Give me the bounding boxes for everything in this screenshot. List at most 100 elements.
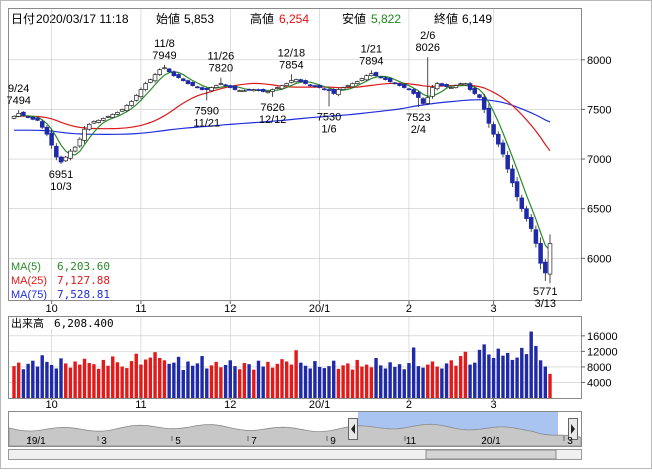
volume-bar bbox=[68, 367, 73, 398]
candle-body bbox=[143, 83, 148, 90]
volume-bar bbox=[228, 360, 232, 398]
volume-bar bbox=[515, 357, 519, 398]
navigator-left-handle[interactable] bbox=[348, 418, 358, 440]
volume-bar bbox=[491, 357, 496, 398]
annotation-label: 7494 bbox=[6, 95, 30, 107]
candle-body bbox=[322, 88, 327, 91]
candle-body bbox=[199, 87, 205, 90]
volume-value: 6,208.400 bbox=[54, 317, 114, 330]
candle-body bbox=[547, 243, 553, 275]
volume-bar bbox=[158, 357, 162, 398]
candle-body bbox=[21, 111, 26, 116]
low-value: 5,822 bbox=[371, 12, 401, 26]
volume-bar bbox=[538, 360, 543, 398]
price-tick-label: 6500 bbox=[587, 204, 611, 216]
volume-bar bbox=[92, 364, 96, 398]
candle-body bbox=[500, 142, 506, 155]
scrollbar-thumb[interactable] bbox=[425, 449, 557, 460]
candle-body bbox=[354, 81, 360, 84]
candle-body bbox=[209, 87, 214, 92]
annotation-label: 2/4 bbox=[411, 124, 426, 136]
candle-body bbox=[176, 74, 181, 78]
candle-body bbox=[279, 85, 285, 90]
candle-body bbox=[378, 76, 383, 79]
volume-bar bbox=[379, 365, 383, 398]
annotation-label: 7590 bbox=[195, 105, 219, 117]
candle-body bbox=[449, 87, 454, 89]
candle-body bbox=[204, 88, 210, 90]
candle-body bbox=[265, 91, 271, 94]
date-value: 2020/03/17 11:18 bbox=[36, 12, 129, 26]
candle-body bbox=[91, 120, 97, 124]
volume-bar bbox=[468, 364, 472, 398]
volume-legend-bg bbox=[9, 317, 107, 329]
candle-body bbox=[284, 83, 289, 86]
candle-body bbox=[218, 83, 224, 85]
candle-body bbox=[96, 119, 101, 123]
candle-body bbox=[350, 83, 355, 88]
price-annotations: 9/247494695110/311/87949759011/2111/2678… bbox=[6, 30, 557, 310]
volume-bar bbox=[59, 358, 63, 398]
volume-bar bbox=[209, 365, 214, 398]
volume-bar bbox=[172, 362, 176, 398]
ma25-legend-value: 7,127.88 bbox=[57, 274, 110, 287]
volume-bar bbox=[397, 364, 402, 398]
candle-body bbox=[185, 80, 191, 84]
price-grid bbox=[9, 9, 581, 300]
candle-body bbox=[16, 113, 21, 117]
candle-body bbox=[63, 156, 68, 162]
volume-bar bbox=[407, 363, 411, 398]
volume-bar bbox=[449, 360, 453, 398]
volume-bar bbox=[195, 363, 200, 398]
candle-body bbox=[49, 132, 54, 146]
date-tick-label: 20/1 bbox=[309, 399, 330, 411]
date-tick-label: 3 bbox=[491, 399, 497, 411]
volume-bar bbox=[45, 361, 49, 398]
volume-bar bbox=[266, 361, 270, 398]
volume-bar bbox=[82, 358, 87, 398]
volume-bar bbox=[411, 347, 416, 398]
ma5-legend-value: 6,203.60 bbox=[57, 260, 110, 273]
candle-body bbox=[425, 97, 431, 104]
price-tick-label: 6000 bbox=[587, 253, 611, 265]
candle-body bbox=[293, 79, 299, 83]
volume-bar bbox=[336, 368, 341, 398]
volume-bar bbox=[426, 364, 430, 398]
volume-bar bbox=[374, 357, 378, 398]
volume-bar bbox=[369, 367, 374, 398]
volume-bar bbox=[364, 364, 369, 398]
volume-bar bbox=[501, 355, 505, 398]
candle-body bbox=[54, 145, 59, 158]
volume-bar bbox=[299, 362, 303, 398]
candle-body bbox=[289, 80, 294, 83]
volume-bar bbox=[463, 351, 468, 398]
volume-bar bbox=[49, 364, 54, 398]
candle-body bbox=[444, 84, 449, 87]
volume-bar bbox=[223, 364, 228, 398]
price-tick-label: 7000 bbox=[587, 154, 611, 166]
candle-body bbox=[373, 72, 379, 77]
candle-body bbox=[505, 154, 510, 170]
ma-legend: MA(5) 6,203.60 MA(25) 7,127.88 MA(75) 7,… bbox=[11, 260, 110, 301]
candle-body bbox=[246, 89, 252, 91]
candle-body bbox=[538, 243, 543, 264]
candle-body bbox=[181, 78, 186, 81]
volume-bar bbox=[327, 366, 331, 398]
navigator-tick-label: 19/1 bbox=[26, 436, 46, 447]
volume-bar bbox=[115, 362, 120, 398]
candle-body bbox=[434, 83, 440, 90]
volume-bar bbox=[317, 366, 322, 398]
chevron-left-icon bbox=[351, 424, 355, 434]
annotation-label: 1/21 bbox=[361, 43, 382, 55]
annotation-label: 3/13 bbox=[535, 298, 556, 310]
navigator-right-handle[interactable] bbox=[568, 418, 578, 440]
date-tick-label: 10 bbox=[45, 303, 57, 315]
volume-bar bbox=[308, 368, 312, 398]
candle-body bbox=[275, 87, 280, 89]
candle-body bbox=[326, 89, 332, 91]
candle-body bbox=[148, 79, 153, 83]
annotation-label: 8026 bbox=[416, 42, 440, 54]
navigator-scrollbar[interactable] bbox=[8, 449, 582, 460]
